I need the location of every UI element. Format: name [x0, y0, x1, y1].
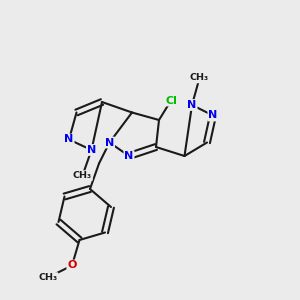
Text: N: N	[105, 137, 114, 148]
Text: Cl: Cl	[165, 95, 177, 106]
Text: N: N	[208, 110, 217, 121]
Text: N: N	[124, 151, 134, 161]
Text: O: O	[67, 260, 77, 271]
Text: CH₃: CH₃	[38, 273, 58, 282]
Text: N: N	[87, 145, 96, 155]
Text: CH₃: CH₃	[190, 74, 209, 82]
Text: N: N	[188, 100, 196, 110]
Text: N: N	[64, 134, 74, 145]
Text: CH₃: CH₃	[73, 171, 92, 180]
